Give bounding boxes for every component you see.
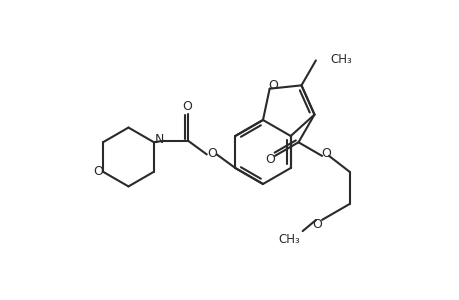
Text: CH₃: CH₃ bbox=[277, 232, 299, 246]
Text: O: O bbox=[207, 147, 216, 160]
Text: O: O bbox=[312, 218, 321, 231]
Text: O: O bbox=[182, 100, 192, 113]
Text: O: O bbox=[320, 147, 330, 161]
Text: CH₃: CH₃ bbox=[329, 53, 351, 66]
Text: O: O bbox=[93, 165, 103, 178]
Text: O: O bbox=[264, 153, 274, 167]
Text: O: O bbox=[268, 79, 278, 92]
Text: N: N bbox=[154, 133, 164, 146]
